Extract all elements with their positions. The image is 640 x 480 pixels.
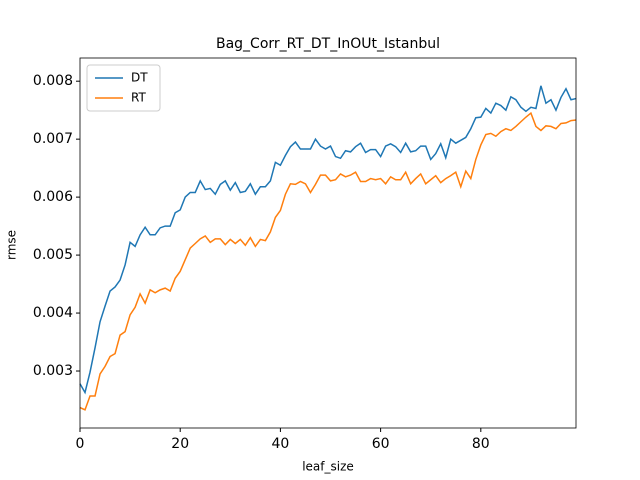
line: [79, 111, 577, 411]
legend-label: DT: [131, 71, 148, 85]
x-tick-label: 60: [372, 436, 390, 452]
x-tick-label: 80: [472, 436, 490, 452]
y-axis-label: rmse: [5, 230, 19, 260]
plot-frame: [79, 57, 577, 429]
y-tick-label: 0.006: [33, 189, 73, 205]
chart-title: Bag_Corr_RT_DT_InOUt_Istanbul: [216, 36, 440, 52]
y-tick-label: 0.003: [33, 363, 73, 379]
legend-label: RT: [131, 91, 146, 105]
x-tick-label: 20: [171, 436, 189, 452]
y-tick-label: 0.005: [33, 247, 73, 263]
y-tick-label: 0.008: [33, 73, 73, 89]
y-tick-label: 0.004: [33, 305, 73, 321]
x-axis-label: leaf_size: [302, 460, 354, 474]
y-tick-label: 0.007: [33, 131, 73, 147]
legend-box: [86, 64, 161, 112]
x-tick-label: 40: [271, 436, 289, 452]
line: [79, 85, 577, 395]
x-tick-label: 0: [76, 436, 85, 452]
